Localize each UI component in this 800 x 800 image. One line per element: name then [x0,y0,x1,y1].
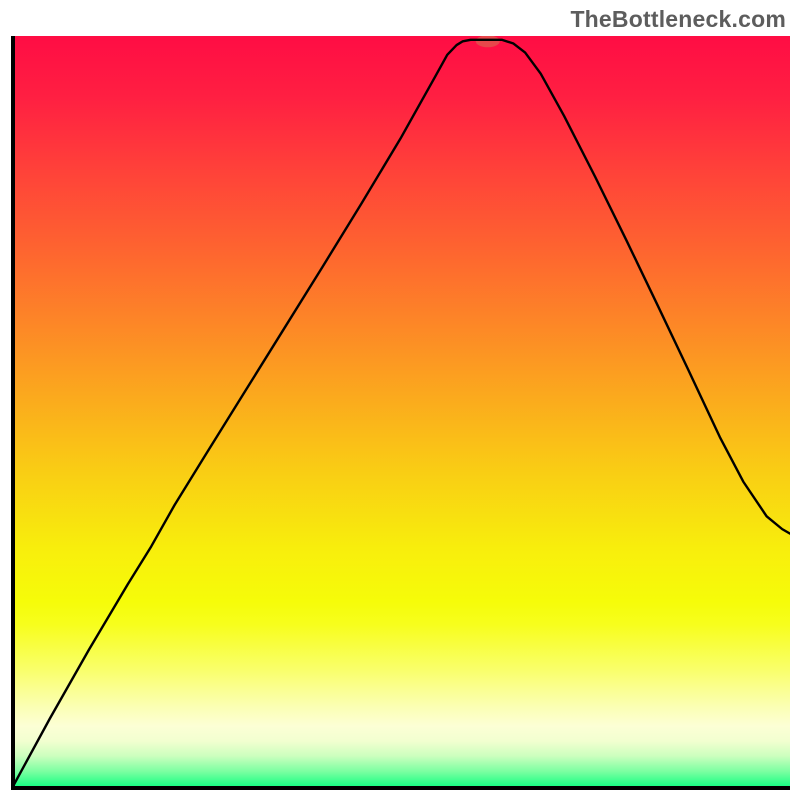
gradient-background [11,36,790,790]
axis-left [11,36,15,790]
plot-area [11,36,790,790]
axis-bottom [11,786,790,790]
watermark-text: TheBottleneck.com [570,6,786,33]
chart-container: TheBottleneck.com [0,0,800,800]
plot-svg [11,36,790,790]
